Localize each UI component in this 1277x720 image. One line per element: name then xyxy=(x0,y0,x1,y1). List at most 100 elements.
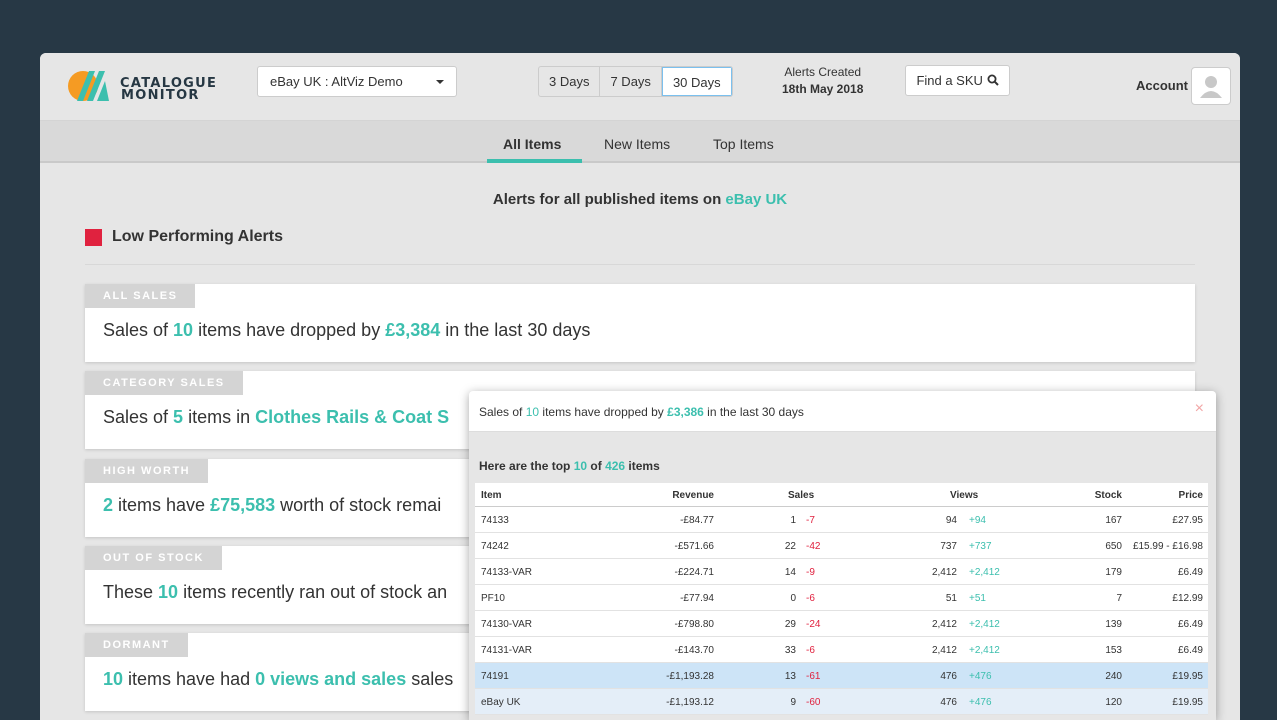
cell-sales-delta: -6 xyxy=(806,593,815,604)
card-highlight: 10 xyxy=(103,669,124,689)
table-row-highlighted[interactable]: 74191 -£1,193.28 13 -61 476 +476 240 £19… xyxy=(475,663,1208,689)
table-row[interactable]: 74133-VAR -£224.71 14 -9 2,412 +2,412 17… xyxy=(475,559,1208,585)
cell-item: PF10 xyxy=(481,593,505,604)
cell-views: 476 xyxy=(940,697,957,708)
card-text-part: items recently ran out of stock an xyxy=(178,582,448,602)
card-text: 10 items have had 0 views and sales sale… xyxy=(103,669,453,690)
card-text: These 10 items recently ran out of stock… xyxy=(103,582,447,603)
card-text: Sales of 5 items in Clothes Rails & Coat… xyxy=(103,407,449,428)
cell-revenue: -£143.70 xyxy=(674,645,714,656)
section-title-text: Low Performing Alerts xyxy=(112,228,283,245)
col-stock[interactable]: Stock xyxy=(1094,490,1122,501)
alert-square-icon xyxy=(85,228,102,246)
cell-sales-delta: -42 xyxy=(806,541,821,552)
card-text-part: items have dropped by xyxy=(193,320,386,340)
cell-revenue: -£1,193.12 xyxy=(666,697,714,708)
date-range-group: 3 Days 7 Days 30 Days xyxy=(538,66,733,97)
card-text-part: These xyxy=(103,582,159,602)
cell-views-delta: +737 xyxy=(969,541,992,552)
cell-revenue: -£1,193.28 xyxy=(666,671,714,682)
cell-sales: 14 xyxy=(784,567,796,578)
cell-item: 74242 xyxy=(481,541,509,552)
summary-part: of xyxy=(587,459,606,473)
cell-views: 51 xyxy=(945,593,957,604)
modal-title: Sales of 10 items have dropped by £3,386… xyxy=(479,405,804,419)
summary-count: 10 xyxy=(573,459,588,473)
range-3-days[interactable]: 3 Days xyxy=(539,67,601,96)
tab-top-items[interactable]: Top Items xyxy=(713,136,774,152)
divider xyxy=(85,264,1195,265)
page-heading-store[interactable]: eBay UK xyxy=(725,191,788,208)
logo-mark-icon xyxy=(68,71,109,101)
modal-title-count: 10 xyxy=(525,405,540,419)
table-row[interactable]: PF10 -£77.94 0 -6 51 +51 7 £12.99 xyxy=(475,585,1208,611)
col-revenue[interactable]: Revenue xyxy=(672,490,714,501)
account-label[interactable]: Account xyxy=(1136,78,1188,93)
col-item[interactable]: Item xyxy=(481,490,502,501)
cell-sales-delta: -7 xyxy=(806,515,815,526)
table-row[interactable]: eBay UK -£1,193.12 9 -60 476 +476 120 £1… xyxy=(475,689,1208,715)
modal-header: Sales of 10 items have dropped by £3,386… xyxy=(469,391,1216,432)
cell-sales-delta: -6 xyxy=(806,645,815,656)
cell-price: £19.95 xyxy=(1172,697,1203,708)
alert-card-all-sales[interactable]: ALL SALES Sales of 10 items have dropped… xyxy=(85,284,1195,362)
alerts-created-date: 18th May 2018 xyxy=(782,82,864,96)
table-row[interactable]: 74130-VAR -£798.80 29 -24 2,412 +2,412 1… xyxy=(475,611,1208,637)
cell-stock: 167 xyxy=(1105,515,1122,526)
cell-revenue: -£798.80 xyxy=(674,619,714,630)
cell-sales: 33 xyxy=(784,645,796,656)
cell-sales-delta: -61 xyxy=(806,671,821,682)
cell-item: 74133-VAR xyxy=(481,567,532,578)
cell-sales-delta: -24 xyxy=(806,619,821,630)
store-select[interactable]: eBay UK : AltViz Demo xyxy=(257,66,457,97)
col-sales[interactable]: Sales xyxy=(788,490,815,501)
active-tab-indicator xyxy=(487,159,582,163)
tab-all-items[interactable]: All Items xyxy=(503,136,562,152)
table-row[interactable]: 74242 -£571.66 22 -42 737 +737 650 £15.9… xyxy=(475,533,1208,559)
card-highlight: 5 xyxy=(173,407,184,427)
top-items-summary: Here are the top 10 of 426 items xyxy=(479,459,660,473)
card-highlight: £3,384 xyxy=(385,320,441,340)
card-highlight: Clothes Rails & Coat S xyxy=(255,407,450,427)
find-sku-button[interactable]: Find a SKU xyxy=(905,65,1010,96)
cell-sales-delta: -9 xyxy=(806,567,815,578)
cell-views: 94 xyxy=(945,515,957,526)
cell-price: £12.99 xyxy=(1172,593,1203,604)
find-sku-label: Find a SKU xyxy=(916,73,983,88)
cell-stock: 153 xyxy=(1105,645,1122,656)
modal-title-part: Sales of xyxy=(479,405,526,419)
logo[interactable]: CATALOGUE MONITOR xyxy=(67,67,227,107)
cell-stock: 179 xyxy=(1105,567,1122,578)
tab-new-items[interactable]: New Items xyxy=(604,136,671,152)
col-views[interactable]: Views xyxy=(950,490,979,501)
card-text-part: items have had xyxy=(123,669,256,689)
cell-price: £6.49 xyxy=(1177,619,1203,630)
cell-views-delta: +51 xyxy=(969,593,986,604)
cell-sales: 0 xyxy=(790,593,796,604)
close-icon[interactable]: × xyxy=(1194,400,1204,417)
table-row[interactable]: 74133 -£84.77 1 -7 94 +94 167 £27.95 xyxy=(475,507,1208,533)
avatar[interactable] xyxy=(1191,67,1231,105)
range-7-days[interactable]: 7 Days xyxy=(600,67,662,96)
cell-stock: 139 xyxy=(1105,619,1122,630)
card-tag: ALL SALES xyxy=(85,284,196,308)
card-text-part: sales xyxy=(406,669,454,689)
card-highlight: 2 xyxy=(103,495,114,515)
cell-item: 74131-VAR xyxy=(481,645,532,656)
cell-views-delta: +476 xyxy=(969,671,992,682)
cell-item: eBay UK xyxy=(481,697,521,708)
card-text: 2 items have £75,583 worth of stock rema… xyxy=(103,495,441,516)
card-text-part: Sales of xyxy=(103,320,174,340)
col-price[interactable]: Price xyxy=(1178,490,1203,501)
card-text-part: items have xyxy=(113,495,211,515)
cell-price: £6.49 xyxy=(1177,567,1203,578)
table-row[interactable]: 74131-VAR -£143.70 33 -6 2,412 +2,412 15… xyxy=(475,637,1208,663)
card-text: Sales of 10 items have dropped by £3,384… xyxy=(103,320,590,341)
items-table: Item Revenue Sales Views Stock Price 741… xyxy=(475,483,1208,715)
item-tabs: All Items New Items Top Items xyxy=(40,121,1240,163)
card-text-part: worth of stock remai xyxy=(275,495,442,515)
cell-sales: 1 xyxy=(790,515,796,526)
alert-detail-modal: Sales of 10 items have dropped by £3,386… xyxy=(469,391,1216,720)
cell-sales: 13 xyxy=(784,671,796,682)
range-30-days[interactable]: 30 Days xyxy=(661,67,732,96)
